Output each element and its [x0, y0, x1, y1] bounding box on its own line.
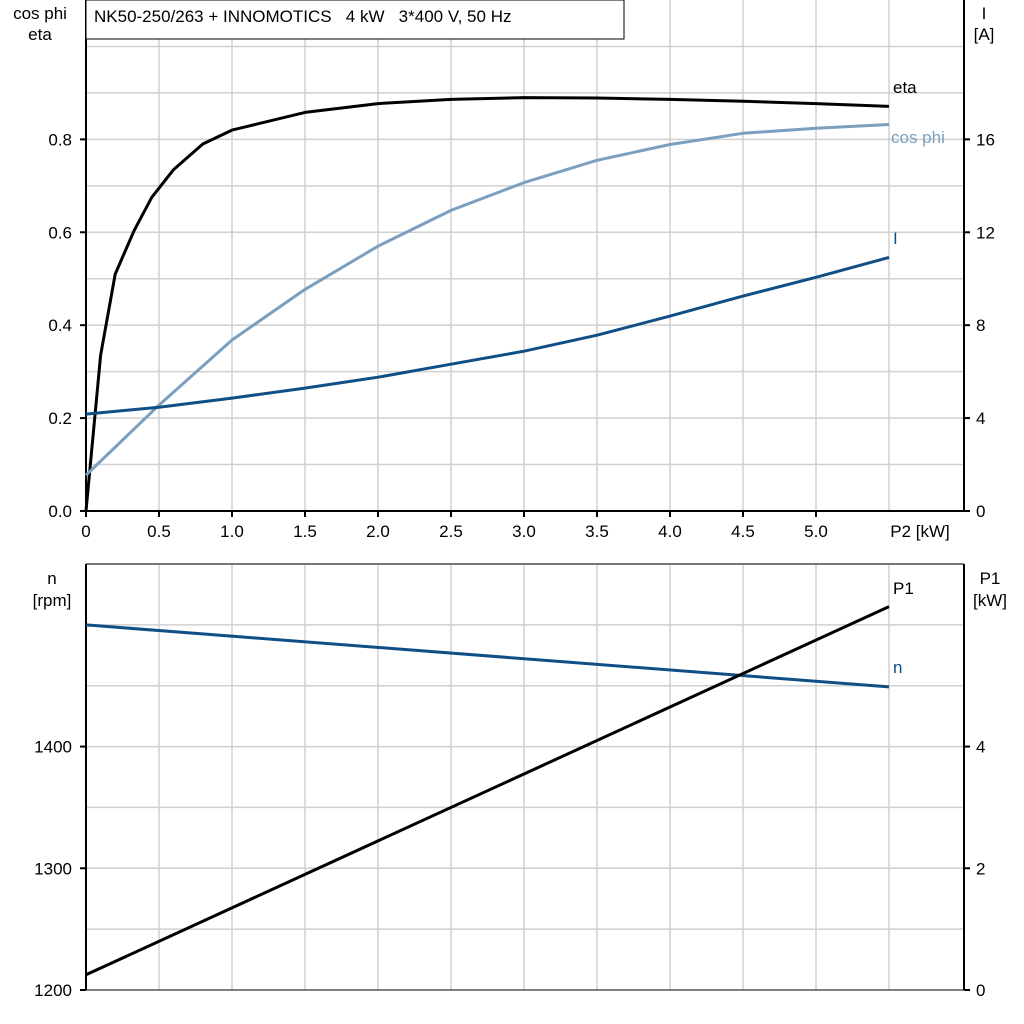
y-tick-label-left: 1200	[34, 981, 72, 1000]
y-tick-label-left: 0.4	[48, 316, 72, 335]
x-tick-label: 5.0	[804, 522, 828, 541]
chart-title: NK50-250/263 + INNOMOTICS 4 kW 3*400 V, …	[94, 7, 511, 26]
top-ticks: 0.0 0.2 0.4 0.6 0.8 0 4 8 12 16 0 0.5 1.0 1.5 2.0 2.5 3.…	[48, 130, 995, 541]
bottom-right-label-1: P1	[980, 569, 1001, 588]
series-line-P1	[85, 605, 890, 977]
x-tick-label: 1.5	[293, 522, 317, 541]
series-label-I: I	[893, 229, 898, 248]
top-right-label-1: I	[982, 4, 987, 23]
x-tick-label: 4.5	[731, 522, 755, 541]
y-tick-label-left: 0.8	[48, 130, 72, 149]
y-tick-label-left: 0.0	[48, 502, 72, 521]
y-tick-label-right: 12	[976, 223, 995, 242]
series-line-I	[85, 255, 890, 416]
y-tick-label-right: 2	[976, 859, 985, 878]
y-tick-label-left: 1300	[34, 859, 72, 878]
top-left-label-1: cos phi	[13, 4, 67, 23]
series-layer	[84, 96, 890, 977]
series-line-cos-phi	[84, 123, 890, 477]
bottom-grid	[86, 564, 964, 990]
x-tick-label: 2.0	[366, 522, 390, 541]
y-tick-label-left: 0.6	[48, 223, 72, 242]
y-tick-label-right: 8	[976, 316, 985, 335]
series-line-n	[85, 623, 890, 689]
y-tick-label-right: 4	[976, 409, 985, 428]
x-axis-label: P2 [kW]	[890, 522, 950, 541]
top-left-label-2: eta	[28, 25, 52, 44]
bottom-right-label-2: [kW]	[973, 591, 1007, 610]
bottom-ticks: 1200 1300 1400 0 2 4	[34, 738, 985, 1000]
y-tick-label-left: 0.2	[48, 409, 72, 428]
series-label-eta: eta	[893, 78, 917, 97]
series-label-n: n	[893, 658, 902, 677]
bottom-left-label-1: n	[47, 569, 56, 588]
series-line-eta	[84, 96, 890, 512]
y-tick-label-right: 16	[976, 130, 995, 149]
top-right-label-2: [A]	[974, 25, 995, 44]
series-label-P1: P1	[893, 579, 914, 598]
y-tick-label-right: 0	[976, 981, 985, 1000]
top-grid	[86, 0, 964, 511]
x-tick-label: 0	[81, 522, 90, 541]
x-tick-label: 1.0	[220, 522, 244, 541]
x-tick-label: 0.5	[147, 522, 171, 541]
series-label-cos-phi: cos phi	[891, 128, 945, 147]
y-tick-label-right: 4	[976, 738, 985, 757]
x-tick-label: 2.5	[439, 522, 463, 541]
x-tick-label: 4.0	[658, 522, 682, 541]
x-tick-label: 3.5	[585, 522, 609, 541]
bottom-left-label-2: [rpm]	[33, 591, 72, 610]
title-box	[85, 0, 625, 40]
y-tick-label-left: 1400	[34, 738, 72, 757]
x-tick-label: 3.0	[512, 522, 536, 541]
y-tick-label-right: 0	[976, 502, 985, 521]
